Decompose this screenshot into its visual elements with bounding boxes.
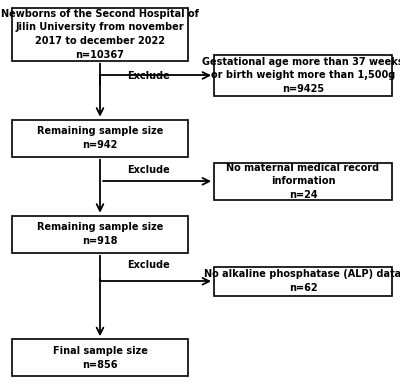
- FancyBboxPatch shape: [12, 339, 188, 376]
- Text: Gestational age more than 37 weeks
or birth weight more than 1,500g
n=9425: Gestational age more than 37 weeks or bi…: [202, 57, 400, 94]
- FancyBboxPatch shape: [214, 267, 392, 296]
- FancyBboxPatch shape: [214, 55, 392, 96]
- FancyBboxPatch shape: [214, 163, 392, 200]
- FancyBboxPatch shape: [12, 8, 188, 61]
- Text: Remaining sample size
n=918: Remaining sample size n=918: [37, 222, 163, 246]
- FancyBboxPatch shape: [12, 216, 188, 253]
- Text: No alkaline phosphatase (ALP) data
n=62: No alkaline phosphatase (ALP) data n=62: [204, 269, 400, 293]
- Text: Exclude: Exclude: [127, 165, 169, 175]
- Text: Remaining sample size
n=942: Remaining sample size n=942: [37, 126, 163, 150]
- Text: Final sample size
n=856: Final sample size n=856: [52, 346, 148, 370]
- Text: No maternal medical record
information
n=24: No maternal medical record information n…: [226, 163, 380, 200]
- Text: Exclude: Exclude: [127, 71, 169, 81]
- Text: Exclude: Exclude: [127, 260, 169, 270]
- FancyBboxPatch shape: [12, 120, 188, 157]
- Text: Newborns of the Second Hospital of
Jilin University from november
2017 to decemb: Newborns of the Second Hospital of Jilin…: [1, 9, 199, 60]
